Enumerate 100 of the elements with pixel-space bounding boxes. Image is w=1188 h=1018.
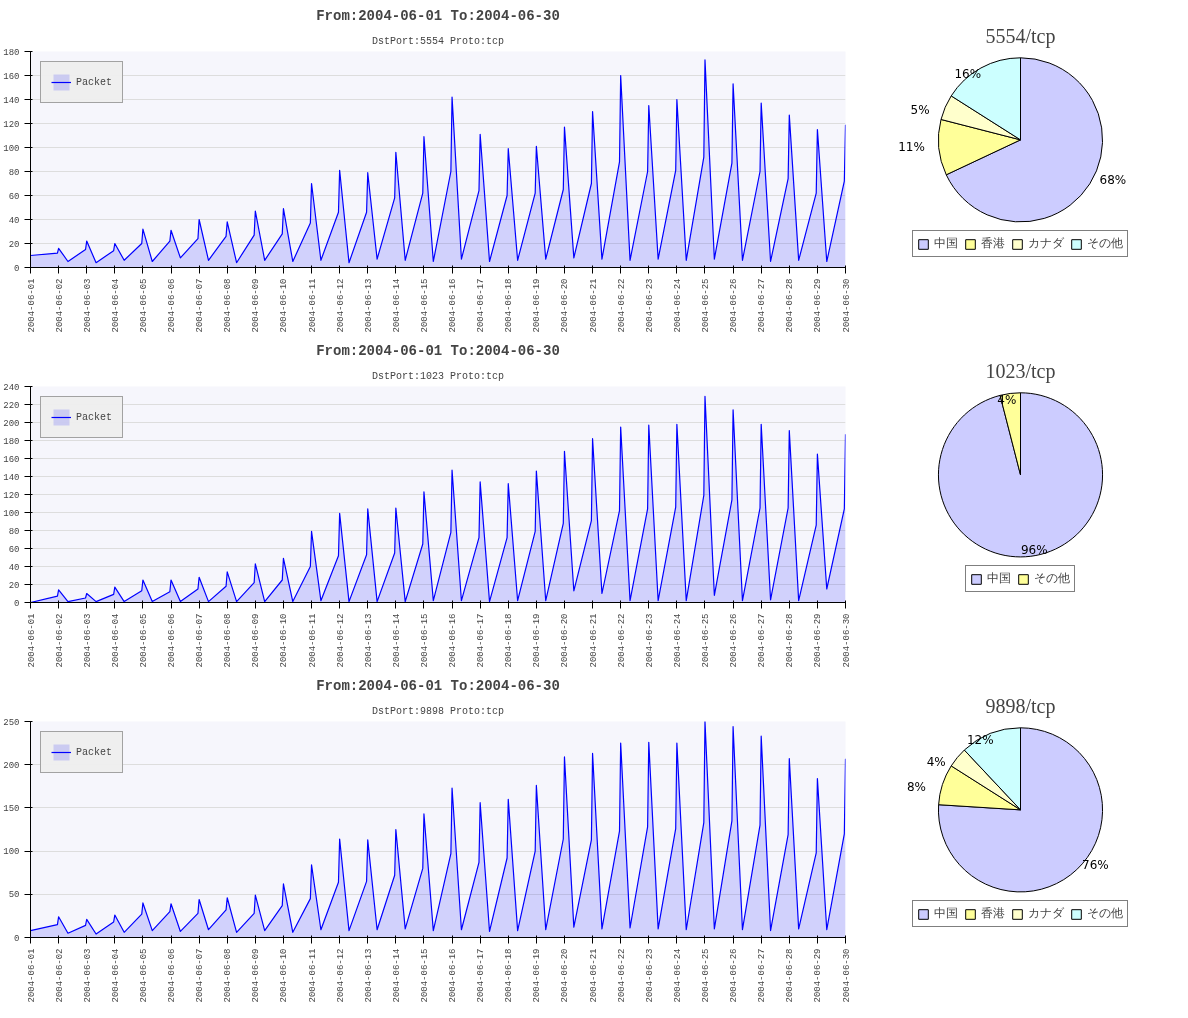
y-tick-label: 140 [3, 95, 20, 106]
data-label: 96% [1020, 542, 1048, 557]
y-tick-label: 100 [3, 143, 20, 154]
x-tick-label: 2004-06-20 [560, 948, 571, 1003]
x-tick-label: 2004-06-06 [167, 948, 178, 1003]
legend-label: その他 [1087, 905, 1123, 922]
x-tick-label: 2004-06-28 [785, 613, 796, 668]
x-tick-label: 2004-06-01 [26, 278, 37, 333]
x-tick-label: 2004-06-23 [644, 613, 655, 668]
x-tick-label: 2004-06-15 [419, 278, 430, 333]
x-tick-label: 2004-06-04 [110, 278, 121, 333]
chart-title: From:2004-06-01 To:2004-06-30 [316, 677, 560, 694]
x-tick-label: 2004-06-03 [82, 613, 93, 668]
chart-title: 1023/tcp [985, 359, 1056, 383]
x-tick-label: 2004-06-20 [560, 278, 571, 333]
legend-label: 中国 [987, 570, 1011, 587]
x-tick-label: 2004-06-25 [700, 613, 711, 668]
y-tick-label: 20 [8, 580, 20, 591]
x-tick-label: 2004-06-02 [54, 948, 65, 1003]
x-tick-label: 2004-06-17 [476, 278, 487, 333]
y-tick-label: 180 [3, 47, 20, 58]
legend-label: 中国 [934, 905, 958, 922]
x-tick-label: 2004-06-05 [138, 278, 149, 333]
x-tick-label: 2004-06-16 [448, 278, 459, 333]
chart-subtitle: DstPort:9898 Proto:tcp [371, 705, 505, 717]
x-tick-label: 2004-06-26 [729, 278, 740, 333]
x-tick-label: 2004-06-30 [841, 613, 852, 668]
x-tick-label: 2004-06-14 [391, 948, 402, 1003]
chart-subtitle: DstPort:5554 Proto:tcp [371, 35, 505, 47]
x-tick-label: 2004-06-28 [785, 948, 796, 1003]
x-tick-label: 2004-06-07 [195, 948, 206, 1003]
y-tick-label: 140 [3, 472, 20, 483]
x-tick-label: 2004-06-19 [532, 613, 543, 668]
x-tick-label: 2004-06-27 [757, 613, 768, 668]
x-tick-label: 2004-06-06 [167, 278, 178, 333]
x-tick-label: 2004-06-30 [841, 278, 852, 333]
x-tick-label: 2004-06-02 [54, 278, 65, 333]
x-tick-label: 2004-06-26 [729, 948, 740, 1003]
legend-label: その他 [1034, 570, 1070, 587]
y-tick-label: 80 [8, 526, 20, 537]
x-tick-label: 2004-06-15 [419, 948, 430, 1003]
y-tick-label: 80 [8, 167, 20, 178]
x-tick-label: 2004-06-18 [504, 278, 515, 333]
y-tick-label: 40 [8, 562, 20, 573]
x-tick-label: 2004-06-09 [251, 613, 262, 668]
data-label: 11% [898, 139, 925, 154]
x-tick-label: 2004-06-08 [223, 948, 234, 1003]
y-tick-label: 250 [3, 717, 20, 728]
x-tick-label: 2004-06-12 [335, 278, 346, 333]
x-tick-label: 2004-06-24 [672, 948, 683, 1003]
x-tick-label: 2004-06-11 [307, 948, 318, 1003]
x-tick-label: 2004-06-07 [195, 613, 206, 668]
y-tick-label: 60 [8, 544, 20, 555]
y-tick-label: 50 [8, 890, 20, 901]
y-tick-label: 120 [3, 119, 20, 130]
legend-label: 中国 [934, 235, 958, 252]
x-tick-label: 2004-06-17 [476, 613, 487, 668]
y-tick-label: 40 [8, 215, 20, 226]
chart-title: 9898/tcp [985, 694, 1056, 718]
x-tick-label: 2004-06-11 [307, 278, 318, 333]
y-tick-label: 20 [8, 239, 20, 250]
y-tick-label: 0 [14, 933, 20, 944]
legend-label: カナダ [1028, 235, 1064, 252]
x-tick-label: 2004-06-02 [54, 613, 65, 668]
x-tick-label: 2004-06-06 [167, 613, 178, 668]
x-tick-label: 2004-06-17 [476, 948, 487, 1003]
x-tick-label: 2004-06-27 [757, 948, 768, 1003]
x-tick-label: 2004-06-14 [391, 278, 402, 333]
x-tick-label: 2004-06-04 [110, 613, 121, 668]
chart-subtitle: DstPort:1023 Proto:tcp [371, 370, 505, 382]
legend-label: Packet [76, 411, 113, 423]
x-tick-label: 2004-06-22 [616, 613, 627, 668]
x-tick-label: 2004-06-11 [307, 613, 318, 668]
y-tick-label: 160 [3, 454, 20, 465]
x-tick-label: 2004-06-20 [560, 613, 571, 668]
y-tick-label: 200 [3, 418, 20, 429]
x-tick-label: 2004-06-18 [504, 948, 515, 1003]
x-tick-label: 2004-06-24 [672, 613, 683, 668]
y-tick-label: 200 [3, 760, 20, 771]
x-tick-label: 2004-06-15 [419, 613, 430, 668]
x-tick-label: 2004-06-29 [813, 948, 824, 1003]
y-tick-label: 220 [3, 400, 20, 411]
legend-label: カナダ [1028, 905, 1064, 922]
y-tick-label: 100 [3, 508, 20, 519]
x-tick-label: 2004-06-18 [504, 613, 515, 668]
x-tick-label: 2004-06-08 [223, 613, 234, 668]
y-tick-label: 160 [3, 71, 20, 82]
chart-title: 5554/tcp [985, 24, 1056, 48]
x-tick-label: 2004-06-09 [251, 948, 262, 1003]
x-tick-label: 2004-06-07 [195, 278, 206, 333]
legend-label: 香港 [981, 235, 1005, 252]
x-tick-label: 2004-06-29 [813, 278, 824, 333]
data-label: 4% [926, 754, 946, 769]
x-tick-label: 2004-06-22 [616, 948, 627, 1003]
x-tick-label: 2004-06-13 [363, 948, 374, 1003]
x-tick-label: 2004-06-14 [391, 613, 402, 668]
x-tick-label: 2004-06-01 [26, 948, 37, 1003]
x-tick-label: 2004-06-03 [82, 278, 93, 333]
x-tick-label: 2004-06-28 [785, 278, 796, 333]
x-tick-label: 2004-06-25 [700, 278, 711, 333]
